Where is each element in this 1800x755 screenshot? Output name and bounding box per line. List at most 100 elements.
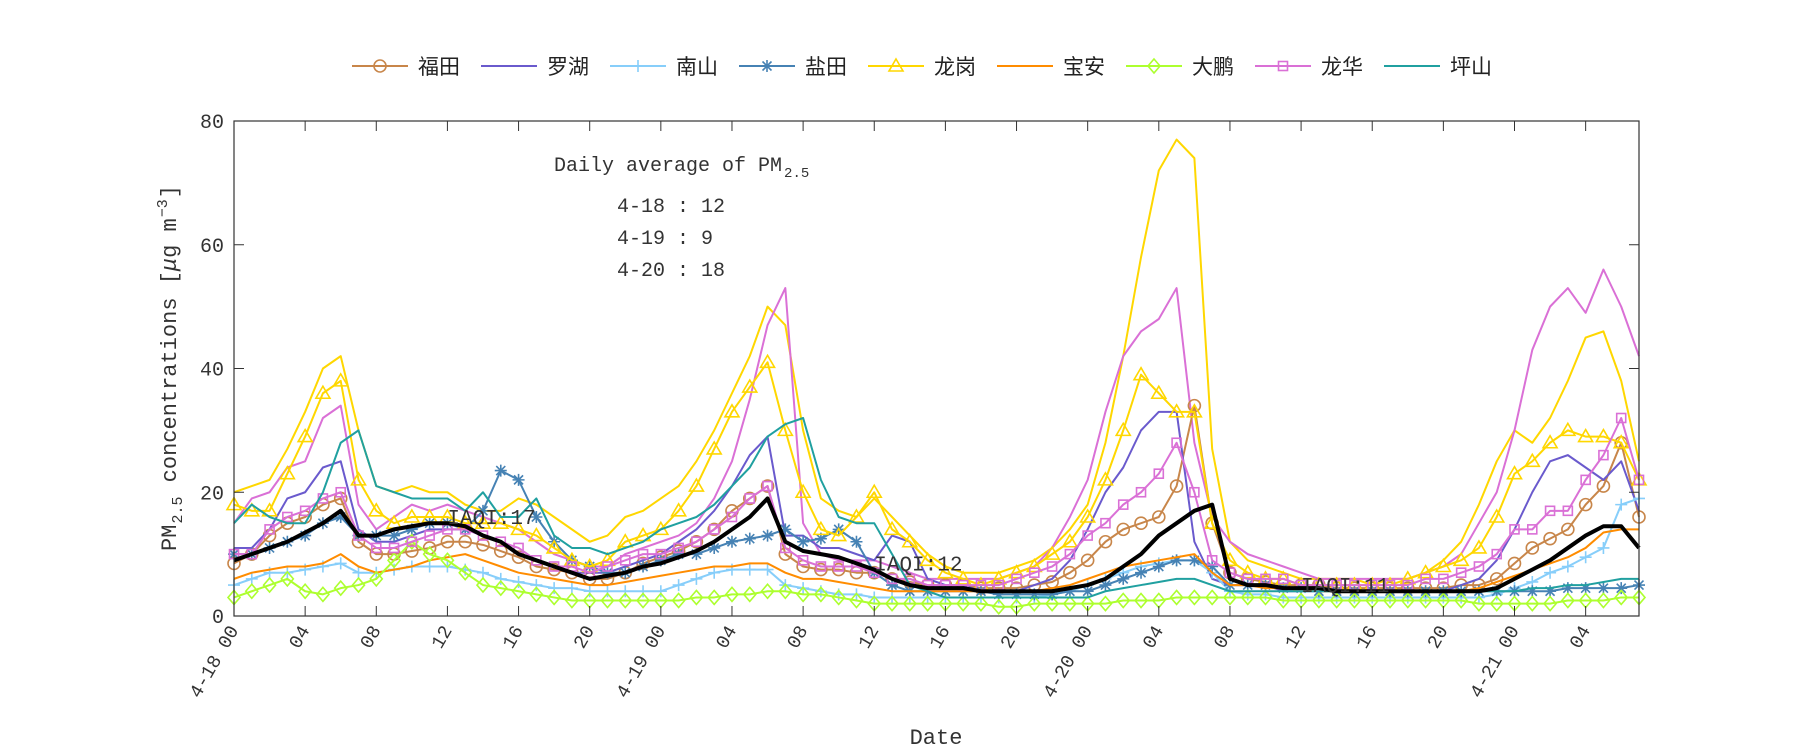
data-point	[334, 511, 347, 523]
data-point	[672, 548, 685, 561]
data-point	[1152, 560, 1165, 573]
y-tick-label: 20	[200, 483, 224, 506]
data-point	[475, 576, 491, 594]
data-point	[936, 564, 954, 579]
data-point	[1027, 595, 1042, 612]
data-point	[1559, 421, 1577, 437]
data-point	[512, 575, 525, 588]
series-龙华	[228, 412, 1645, 591]
data-point	[403, 508, 421, 523]
data-point	[1434, 557, 1452, 573]
data-point	[1150, 384, 1168, 400]
data-point	[919, 551, 937, 567]
data-point	[1525, 595, 1540, 612]
data-point	[742, 491, 757, 506]
legend-label: 盐田	[805, 55, 847, 79]
x-tick-label: 08	[783, 622, 813, 653]
x-tick-label: 04	[1139, 622, 1169, 653]
data-point	[1400, 592, 1415, 609]
data-point	[245, 572, 258, 585]
data-point	[797, 535, 810, 548]
data-point	[1079, 508, 1097, 523]
data-point	[833, 561, 844, 572]
data-point	[1117, 499, 1129, 510]
y-axis-label: PM2.5 concentrations [μg m−3]	[155, 185, 187, 551]
legend-marker	[632, 60, 644, 72]
data-point	[1543, 595, 1558, 612]
data-point	[618, 592, 633, 609]
data-point	[1081, 585, 1094, 598]
data-point	[637, 585, 650, 598]
iaqi-annotation: IAQI:11	[1301, 576, 1389, 599]
data-point	[778, 583, 793, 600]
series-unlabeled-11	[233, 496, 1641, 594]
data-point	[492, 514, 510, 529]
data-point	[1240, 589, 1255, 606]
y-tick-label: 60	[200, 236, 224, 259]
data-point	[1098, 595, 1113, 612]
data-point	[956, 595, 971, 612]
x-tick-label: 12	[427, 622, 457, 653]
data-point	[635, 592, 651, 609]
data-point	[581, 557, 599, 573]
data-point	[530, 579, 543, 592]
legend-marker	[761, 60, 773, 72]
data-point	[476, 566, 489, 579]
data-point	[830, 526, 848, 542]
data-point	[476, 504, 489, 517]
data-point	[1116, 592, 1131, 609]
data-point	[1418, 592, 1433, 609]
axes-layer: 0 20 40 60 80 4-18 00 04 08 12 16 20 4-19 00 04 08 12 1…	[185, 112, 1639, 702]
data-point	[688, 477, 705, 492]
data-point	[494, 464, 507, 477]
data-point	[1526, 524, 1538, 535]
iaqi-annotation: IAQI:12	[874, 554, 962, 577]
data-point	[1116, 522, 1131, 537]
data-point	[849, 592, 864, 609]
data-point	[1578, 497, 1593, 512]
data-point	[672, 579, 685, 592]
data-point	[1489, 595, 1504, 612]
data-point	[1561, 582, 1574, 595]
data-point	[707, 522, 721, 537]
y-tick-label: 0	[212, 607, 224, 630]
data-point	[298, 583, 313, 600]
data-point	[741, 378, 759, 393]
data-point	[619, 585, 632, 598]
data-point	[1080, 553, 1095, 568]
x-tick-label: 16	[498, 622, 528, 653]
data-point	[670, 502, 688, 517]
data-point	[1399, 570, 1417, 585]
data-point	[244, 583, 259, 600]
data-point	[599, 551, 616, 567]
x-tick-label: 04	[712, 622, 742, 653]
daily-average-4-18: 4-18 : 12	[617, 196, 725, 219]
y-tick-label: 80	[200, 112, 224, 135]
x-tick-label: 20	[996, 622, 1026, 653]
data-point	[1488, 508, 1506, 523]
data-point	[1382, 592, 1398, 609]
data-point	[350, 471, 367, 486]
data-point	[1046, 561, 1058, 572]
data-point	[1580, 474, 1591, 486]
data-point	[1082, 530, 1093, 541]
data-point	[563, 551, 581, 567]
data-point	[1452, 551, 1470, 567]
data-point	[1063, 565, 1077, 580]
x-tick-label: 08	[356, 622, 386, 653]
legend-label: 宝安	[1063, 55, 1105, 79]
x-tick-label: 16	[1352, 622, 1382, 653]
daily-average-title: Daily average of PM 2.5	[554, 155, 809, 182]
x-tick-label: 04	[1565, 622, 1595, 653]
data-point	[1614, 589, 1629, 606]
x-tick-label: 4-18 00	[185, 622, 244, 702]
series-line	[233, 496, 1641, 594]
data-point	[299, 529, 312, 542]
data-point	[814, 562, 828, 577]
data-point	[865, 483, 883, 499]
data-point	[1061, 533, 1079, 548]
data-point	[1168, 403, 1185, 418]
data-point	[352, 566, 365, 579]
data-point	[1455, 567, 1467, 578]
data-point	[813, 586, 828, 603]
